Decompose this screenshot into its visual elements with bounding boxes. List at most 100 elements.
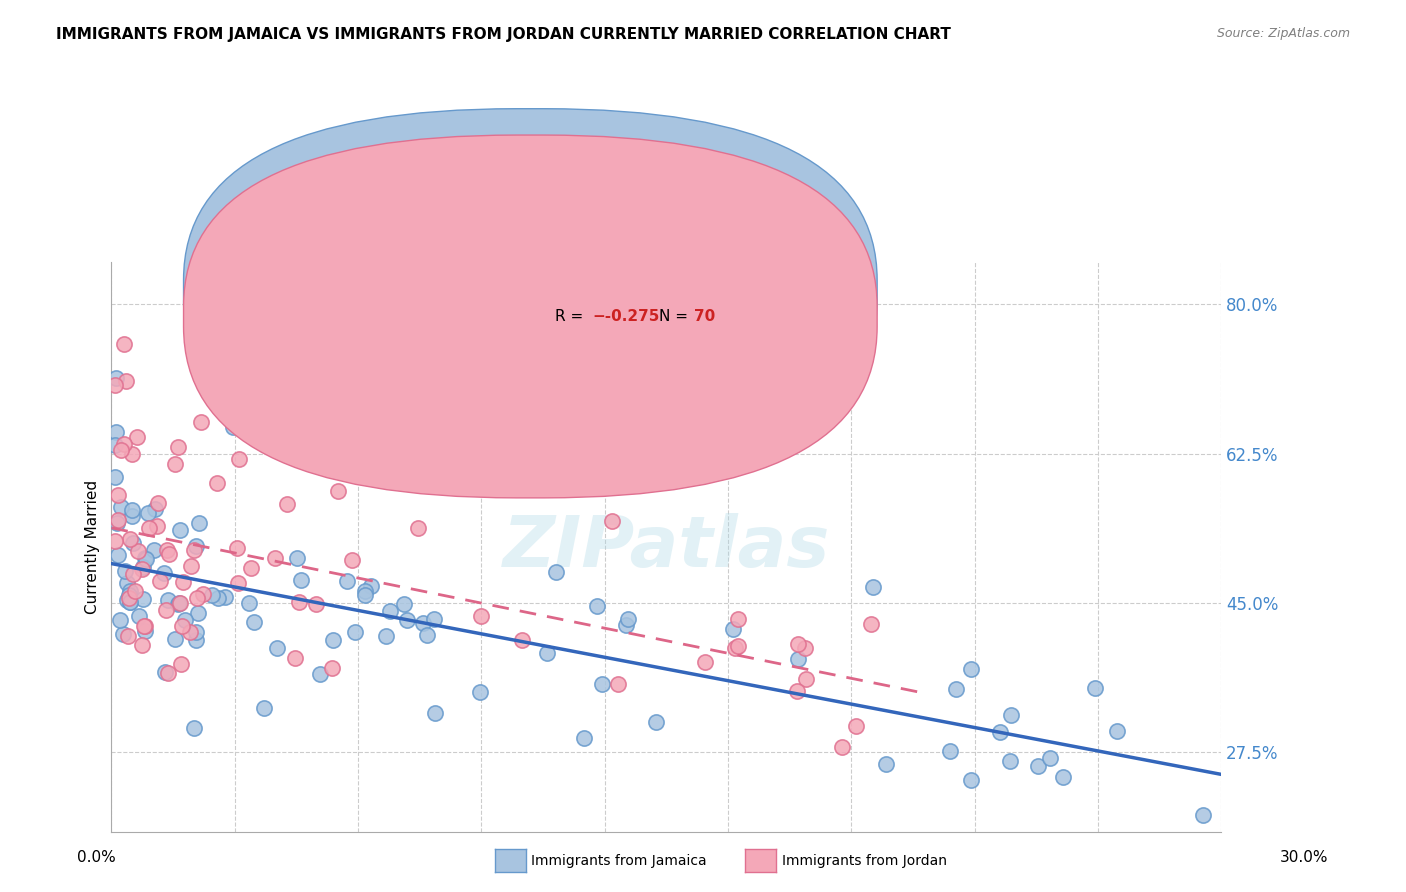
Point [104, 533, 127, 548]
Point [591, 677, 613, 691]
Point [238, 596, 260, 610]
Point [939, 744, 962, 758]
Point [132, 591, 155, 606]
Point [290, 574, 312, 588]
Point [831, 740, 853, 755]
Text: Immigrants from Jamaica: Immigrants from Jamaica [531, 854, 707, 868]
Point [121, 508, 143, 523]
Point [163, 632, 186, 647]
Point [253, 701, 276, 715]
Point [344, 625, 367, 640]
Point [276, 497, 298, 511]
Point [184, 632, 207, 647]
Point [118, 584, 141, 599]
Point [153, 665, 176, 680]
Point [120, 595, 142, 609]
Point [693, 655, 716, 669]
Point [998, 754, 1021, 768]
Point [131, 639, 153, 653]
Point [167, 597, 190, 611]
Point [288, 595, 311, 609]
FancyBboxPatch shape [184, 135, 877, 498]
Point [201, 588, 224, 602]
Point [108, 613, 131, 627]
Point [249, 424, 271, 438]
Point [118, 588, 141, 602]
Point [425, 706, 447, 720]
Point [169, 596, 191, 610]
Text: Source: ZipAtlas.com: Source: ZipAtlas.com [1216, 27, 1350, 40]
Point [163, 457, 186, 471]
Point [617, 612, 640, 626]
Text: Immigrants from Jordan: Immigrants from Jordan [782, 854, 946, 868]
Point [600, 514, 623, 528]
Point [183, 721, 205, 735]
Point [321, 661, 343, 675]
Point [284, 651, 307, 665]
Point [112, 437, 135, 451]
Point [122, 566, 145, 581]
Point [468, 684, 491, 698]
Point [104, 438, 127, 452]
Point [104, 425, 127, 440]
Point [143, 501, 166, 516]
Text: N =: N = [658, 283, 692, 298]
Text: 30.0%: 30.0% [1281, 850, 1329, 865]
Point [169, 524, 191, 538]
Point [124, 584, 146, 599]
Point [408, 521, 430, 535]
Point [120, 595, 142, 609]
Point [191, 587, 214, 601]
Text: 93: 93 [695, 283, 716, 298]
Point [170, 619, 193, 633]
Point [128, 608, 150, 623]
Point [1083, 681, 1105, 696]
Point [134, 618, 156, 632]
Point [392, 597, 415, 611]
Text: −-0.320: −-0.320 [592, 283, 659, 298]
Point [326, 484, 349, 499]
Point [546, 565, 568, 579]
Point [134, 624, 156, 639]
Point [794, 672, 817, 686]
Point [172, 575, 194, 590]
Point [1052, 770, 1074, 784]
Point [786, 684, 808, 698]
Point [287, 551, 309, 566]
Point [354, 583, 377, 598]
Point [187, 606, 209, 620]
Point [169, 596, 191, 610]
Text: R =: R = [555, 283, 589, 298]
Point [727, 611, 749, 625]
Point [512, 633, 534, 648]
Point [166, 440, 188, 454]
Point [152, 566, 174, 581]
Point [586, 599, 609, 613]
Point [470, 608, 492, 623]
Point [170, 657, 193, 671]
Point [136, 506, 159, 520]
Point [104, 371, 127, 385]
Point [134, 550, 156, 565]
Point [845, 719, 868, 733]
Point [112, 337, 135, 351]
Point [226, 541, 249, 555]
Point [322, 632, 344, 647]
Point [118, 532, 141, 546]
Point [115, 593, 138, 607]
Point [127, 543, 149, 558]
Text: ZIPatlas: ZIPatlas [502, 513, 830, 582]
Point [131, 562, 153, 576]
Point [875, 756, 897, 771]
Point [135, 552, 157, 566]
Point [183, 543, 205, 558]
Point [107, 513, 129, 527]
Point [340, 553, 363, 567]
Point [360, 578, 382, 592]
Point [336, 574, 359, 588]
Point [110, 500, 132, 514]
Point [105, 516, 128, 530]
Point [146, 496, 169, 510]
Point [156, 666, 179, 681]
Point [155, 603, 177, 617]
